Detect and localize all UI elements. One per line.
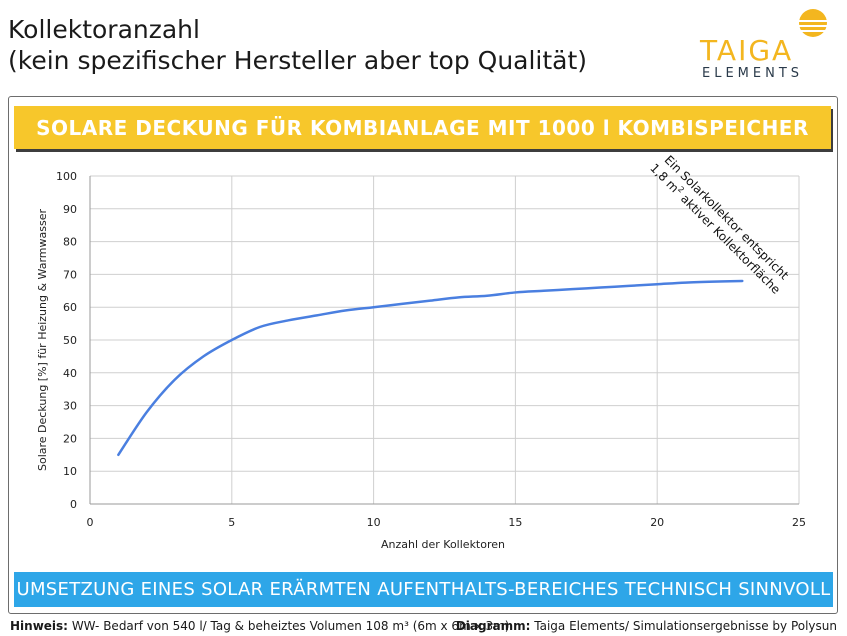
chart-series [117, 279, 744, 457]
taiga-elements-logo: TAIGA ELEMENTS [696, 6, 838, 81]
footer-note: Hinweis: WW- Bedarf von 540 l/ Tag & beh… [10, 619, 510, 633]
page-title-line1: Kollektoranzahl [8, 15, 200, 44]
page-title: Kollektoranzahl (kein spezifischer Herst… [8, 14, 587, 76]
y-tick-label: 90 [63, 203, 77, 216]
y-tick-label: 50 [63, 334, 77, 347]
y-tick-label: 60 [63, 301, 77, 314]
y-tick-label: 80 [63, 236, 77, 249]
x-tick-label: 15 [508, 516, 522, 529]
annotation-line1: Ein Solarkollektor entspricht [662, 153, 792, 283]
y-tick-label: 30 [63, 400, 77, 413]
chart-tick-labels: 0 10 20 30 40 50 60 70 80 90 100 0 5 10 15 20 25 [56, 170, 806, 529]
sun-icon [796, 9, 836, 37]
footer-note-label: Hinweis: [10, 619, 68, 633]
y-tick-label: 100 [56, 170, 77, 183]
chart-axes [89, 176, 799, 505]
y-tick-label: 40 [63, 367, 77, 380]
footer-source-label: Diagramm: [455, 619, 531, 633]
footer-note-text: WW- Bedarf von 540 l/ Tag & beheiztes Vo… [71, 619, 510, 633]
annotation-line2-superscript: 2 [676, 185, 686, 195]
y-tick-label: 0 [70, 498, 77, 511]
y-tick-label: 10 [63, 465, 77, 478]
logo-subtitle: ELEMENTS [702, 66, 804, 81]
x-tick-label: 5 [228, 516, 235, 529]
logo-name: TAIGA [700, 34, 794, 67]
bottom-banner: UMSETZUNG EINES SOLAR ERÄRMTEN AUFENTHAL… [14, 572, 833, 607]
y-tick-label: 20 [63, 432, 77, 445]
x-tick-label: 25 [792, 516, 806, 529]
x-tick-label: 10 [367, 516, 381, 529]
y-tick-label: 70 [63, 268, 77, 281]
y-axis-label: Solare Deckung [%] für Heizung & Warmwas… [36, 209, 49, 471]
page-title-line2: (kein spezifischer Hersteller aber top Q… [8, 46, 588, 75]
chart-grid [89, 175, 800, 505]
footer-source: Diagramm: Taiga Elements/ Simulationserg… [456, 619, 837, 633]
top-banner: SOLARE DECKUNG FÜR KOMBIANLAGE MIT 1000 … [14, 106, 831, 149]
x-tick-label: 0 [87, 516, 94, 529]
x-axis-label: Anzahl der Kollektoren [381, 538, 505, 551]
series-line [117, 279, 744, 457]
footer-source-text: Taiga Elements/ Simulationsergebnisse by… [534, 619, 837, 633]
content-frame [8, 96, 838, 614]
annotation-line2: 1,8 m2 aktiver Kollektorfläche [647, 160, 784, 297]
x-tick-label: 20 [650, 516, 664, 529]
